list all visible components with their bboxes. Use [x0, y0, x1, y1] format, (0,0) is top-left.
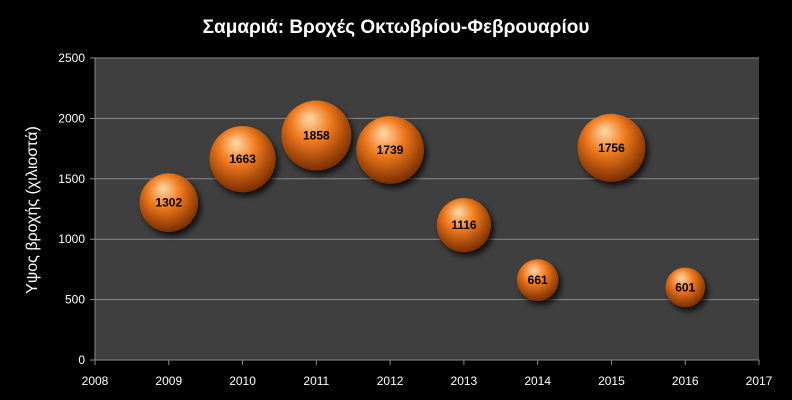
axes	[94, 58, 759, 361]
bubble-2010	[209, 125, 276, 193]
x-tick-label: 2008	[82, 374, 109, 388]
grid-lines	[95, 57, 759, 301]
y-tick-label: 2500	[58, 51, 85, 65]
x-tick-label: 2011	[303, 374, 329, 388]
data-label-2015: 1756	[598, 141, 625, 155]
chart-title: Σαμαριά: Βροχές Οκτωβρίου-Φεβρουαρίου	[203, 17, 590, 38]
y-axis-label: Υψος βροχής (χιλιοστά)	[24, 126, 41, 294]
y-tick-label: 0	[78, 353, 85, 367]
x-tick-label: 2012	[377, 374, 404, 388]
y-tick-label: 2000	[58, 111, 85, 125]
x-tick-label: 2016	[672, 374, 699, 388]
bubble-2016	[665, 267, 706, 308]
plot-area	[95, 58, 759, 360]
y-tick-label: 500	[65, 293, 85, 307]
x-tick-label: 2014	[524, 374, 551, 388]
data-labels: 1302 1663 1858 1739 1116 661 1756 601	[155, 129, 695, 295]
x-tick-label: 2009	[155, 374, 182, 388]
y-axis-ticks: 0 500 1000 1500 2000 2500	[58, 51, 95, 367]
bubbles	[139, 100, 706, 308]
x-tick-label: 2013	[451, 374, 478, 388]
bubble-2013	[436, 198, 492, 253]
x-axis-ticks: 2008 2009 2010 2011 2012 2013 2014 2015 2016 2017	[82, 360, 773, 388]
data-label-2009: 1302	[155, 196, 182, 210]
data-label-2011: 1858	[303, 129, 330, 143]
bubble-2012	[356, 116, 424, 184]
data-label-2012: 1739	[377, 143, 404, 157]
x-tick-label: 2017	[746, 374, 773, 388]
x-tick-label: 2015	[598, 374, 625, 388]
y-tick-label: 1500	[58, 172, 85, 186]
bubble-2009	[139, 173, 199, 233]
bubble-2015	[577, 113, 646, 182]
data-label-2016: 601	[675, 280, 695, 294]
bubble-2011	[281, 100, 352, 171]
x-tick-label: 2010	[229, 374, 256, 388]
data-label-2014: 661	[528, 273, 548, 287]
y-tick-label: 1000	[58, 232, 85, 246]
bubble-2014	[516, 259, 559, 302]
data-label-2010: 1663	[229, 152, 256, 166]
data-label-2013: 1116	[451, 218, 477, 232]
